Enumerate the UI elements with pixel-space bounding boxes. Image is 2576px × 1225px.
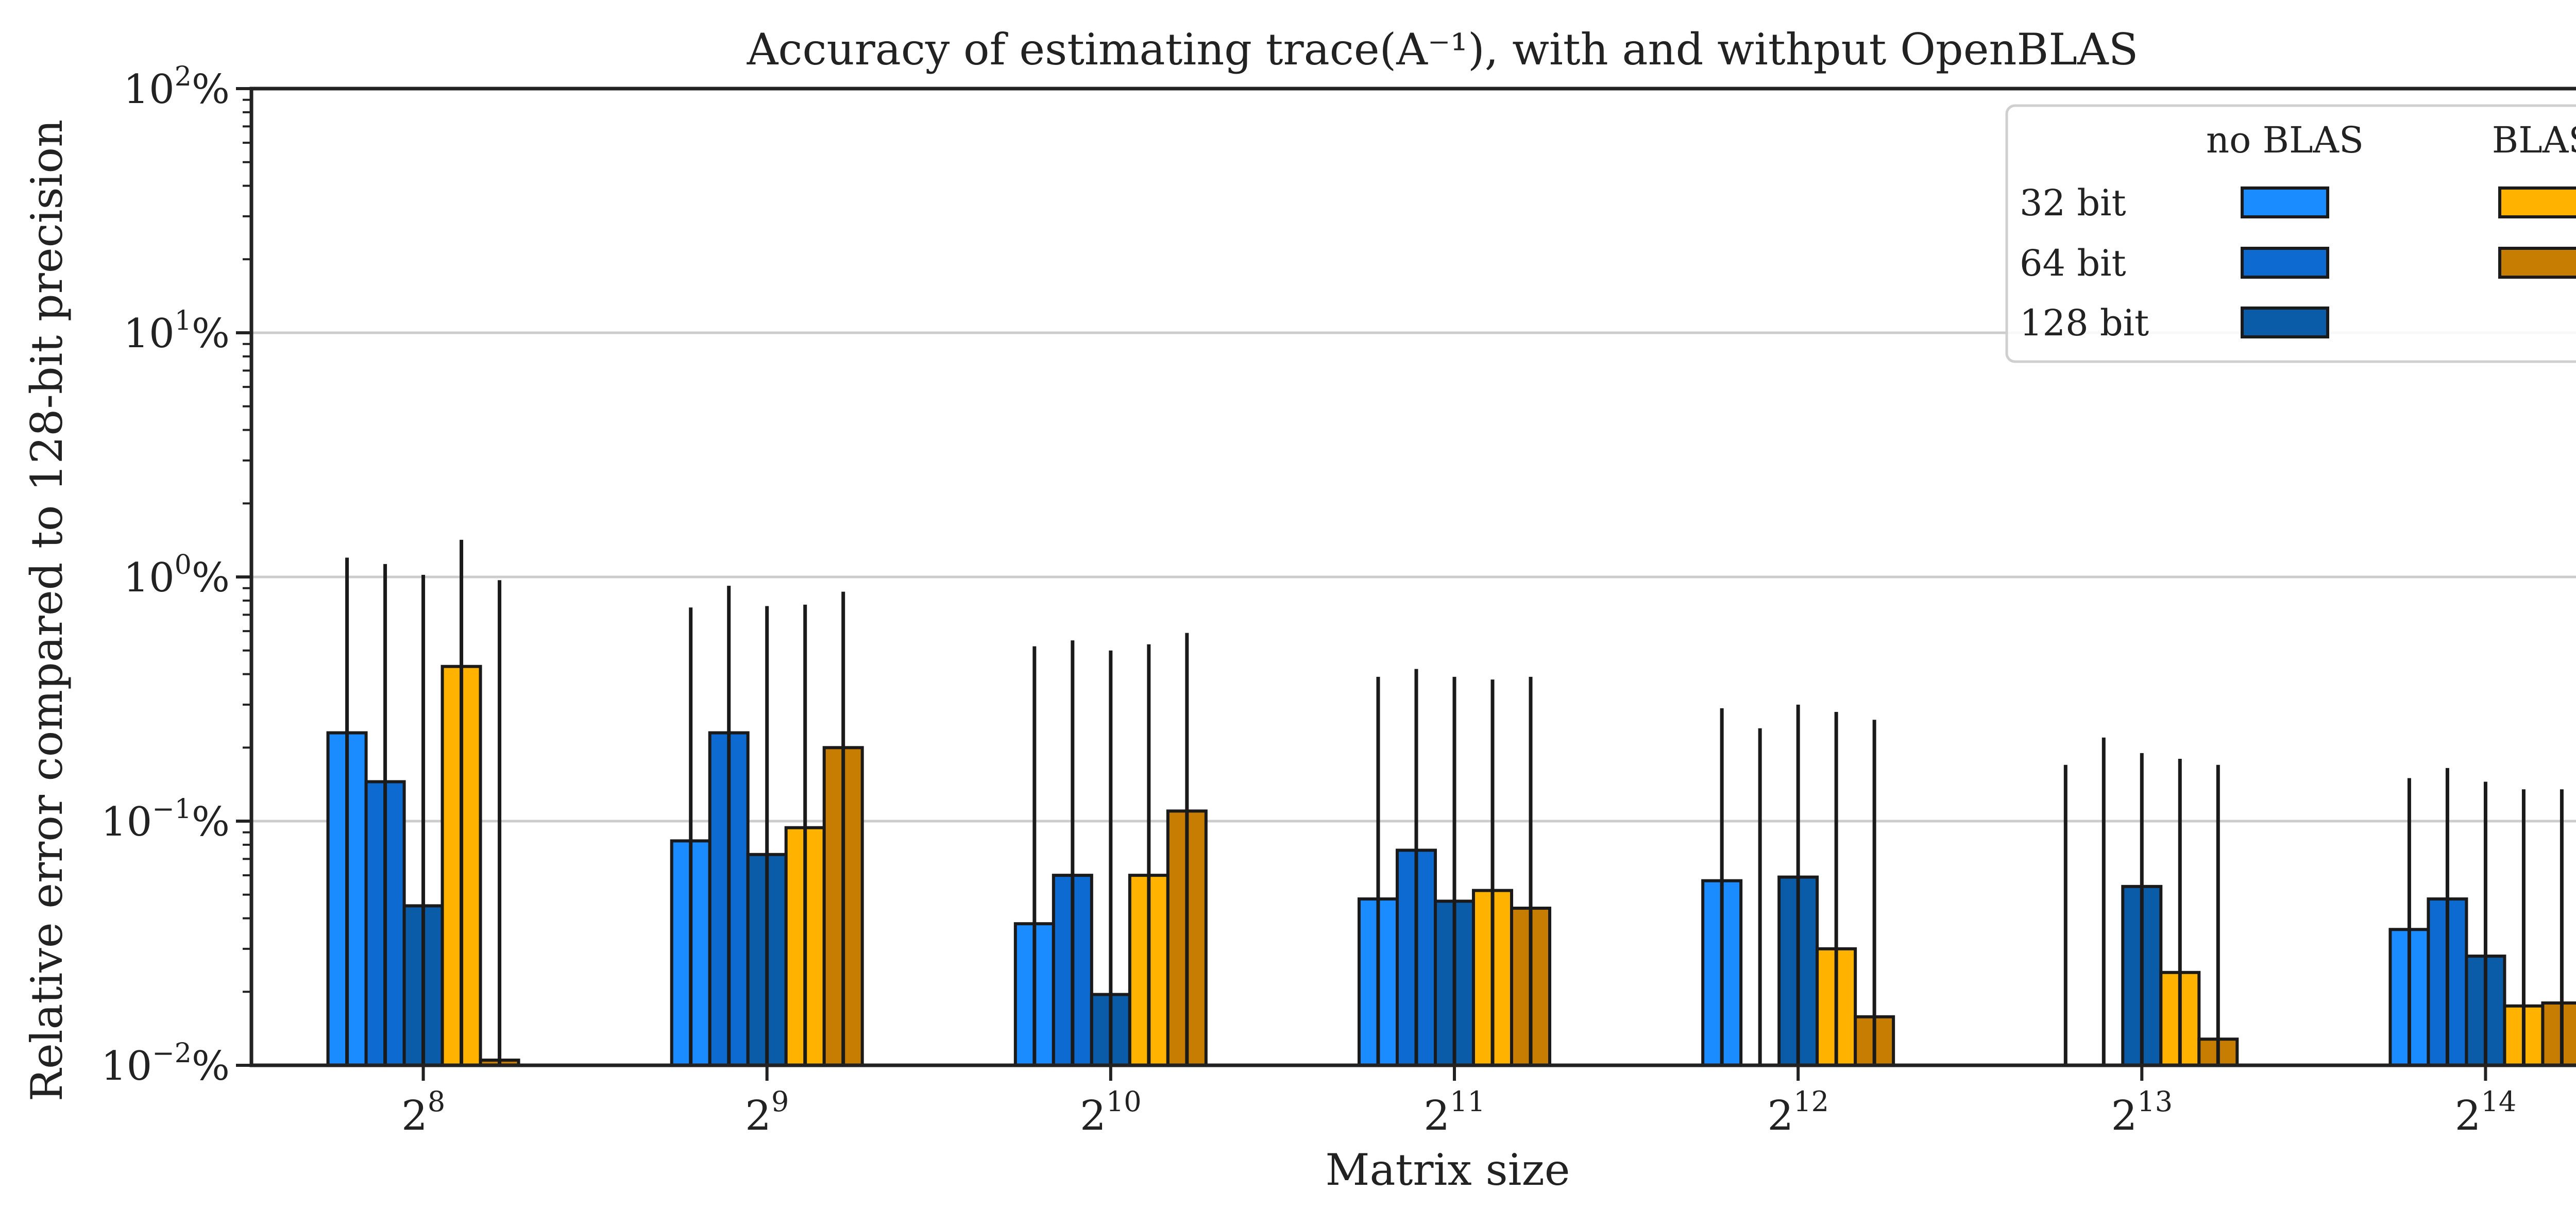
bar bbox=[2541, 1001, 2576, 1067]
x-tick-label: 29 bbox=[745, 1085, 789, 1139]
axis-layer: 10−2% 10−1% 100% 101% 102% 28 29 210 211 212 213 21… bbox=[101, 61, 2576, 1139]
y-tick-label: 102% bbox=[124, 61, 230, 113]
x-axis-label: Matrix size bbox=[1326, 1145, 1570, 1195]
legend: no BLAS BLAS 32 bit 64 bit 128 bit bbox=[2005, 104, 2576, 363]
legend-swatch bbox=[2498, 186, 2576, 218]
y-tick-label: 101% bbox=[124, 305, 230, 357]
legend-row-label: 64 bit bbox=[2020, 242, 2126, 284]
y-tick-label: 10−1% bbox=[101, 794, 230, 845]
x-tick-label: 210 bbox=[1080, 1085, 1142, 1139]
legend-swatch bbox=[2241, 307, 2329, 338]
x-tick-label: 212 bbox=[1767, 1085, 1829, 1139]
x-tick-label: 211 bbox=[1423, 1085, 1485, 1139]
grid-layer bbox=[251, 331, 2576, 823]
legend-column-header: BLAS bbox=[2492, 119, 2576, 161]
y-axis-label: Relative error compared to 128-bit preci… bbox=[22, 120, 72, 1101]
y-tick-label: 10−2% bbox=[101, 1038, 230, 1090]
x-tick-label: 28 bbox=[401, 1085, 445, 1139]
legend-row-label: 32 bit bbox=[2020, 182, 2126, 224]
y-tick-label: 100% bbox=[124, 550, 230, 601]
legend-box bbox=[2005, 104, 2576, 363]
bars-layer bbox=[326, 539, 2576, 1067]
x-tick-label: 213 bbox=[2111, 1085, 2173, 1139]
x-tick-label: 214 bbox=[2455, 1085, 2517, 1139]
chart-title: Accuracy of estimating trace(A⁻¹), with … bbox=[747, 24, 2138, 75]
legend-swatch bbox=[2241, 247, 2329, 279]
legend-row-label: 128 bit bbox=[2020, 302, 2149, 344]
legend-swatch bbox=[2498, 247, 2576, 279]
legend-column-header: no BLAS bbox=[2206, 119, 2364, 161]
legend-swatch bbox=[2241, 186, 2329, 218]
